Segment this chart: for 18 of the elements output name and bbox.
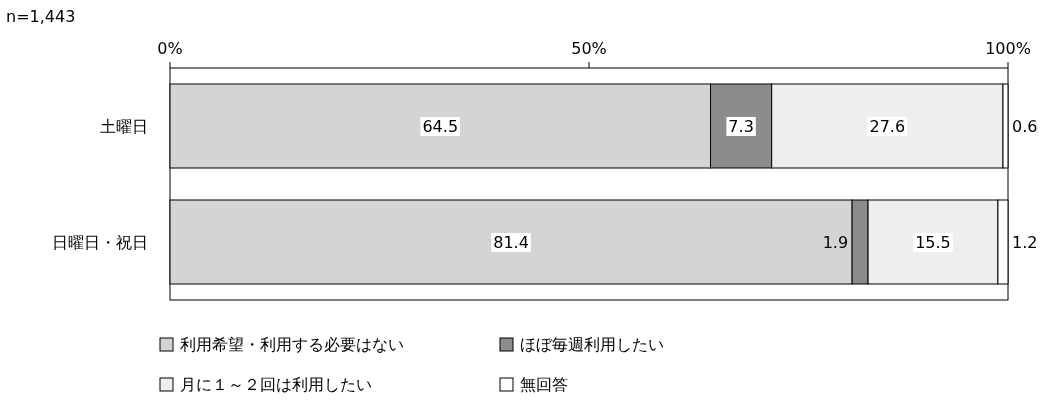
data-label: 64.5 — [422, 117, 459, 136]
data-label: 7.3 — [728, 117, 754, 136]
data-label: 0.6 — [1012, 117, 1038, 136]
legend-label: 利用希望・利用する必要はない — [180, 335, 404, 354]
text: n=1,443 — [6, 7, 76, 26]
data-label: 15.5 — [915, 233, 951, 252]
x-tick-label: 50% — [571, 39, 607, 58]
x-tick-label: 0% — [157, 39, 183, 58]
data-label: 1.2 — [1012, 233, 1038, 252]
x-tick-label: 100% — [985, 39, 1031, 58]
data-label: 27.6 — [869, 117, 906, 136]
legend-label: 月に１～２回は利用したい — [180, 375, 372, 394]
y-tick-label: 日曜日・祝日 — [52, 233, 148, 252]
legend-label: 無回答 — [520, 375, 568, 394]
data-label: 1.9 — [822, 233, 849, 252]
y-tick-label: 土曜日 — [100, 117, 148, 136]
legend-label: ほぼ毎週利用したい — [520, 335, 664, 354]
data-label: 81.4 — [493, 233, 529, 252]
